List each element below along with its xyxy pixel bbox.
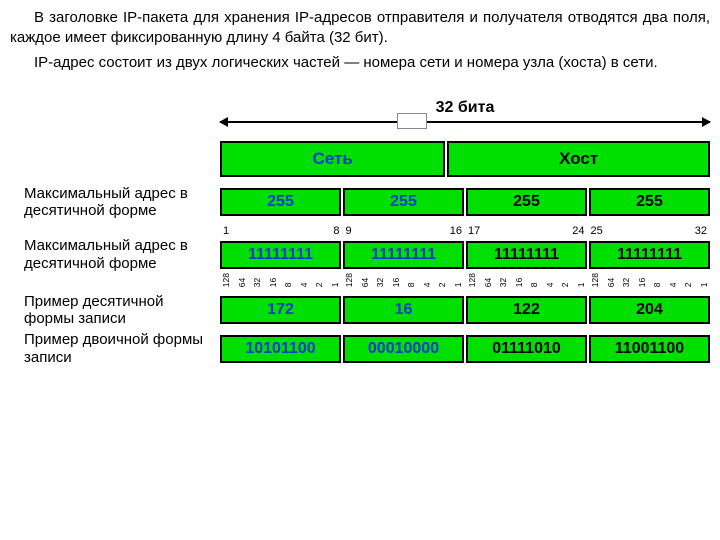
bit-weight: 1 [700, 273, 709, 287]
label-max-binary: Максимальный адрес в десятичной форме [10, 237, 220, 272]
bit-weight: 8 [653, 273, 662, 287]
bit-weight: 32 [499, 273, 508, 287]
br3a: 25 [591, 225, 603, 237]
br0a: 1 [223, 225, 229, 237]
bit-ranges: 1 8 9 16 17 24 25 32 [220, 225, 710, 237]
bit-weight: 128 [222, 273, 231, 287]
br1a: 9 [346, 225, 352, 237]
row-example-decimal: Пример десятичной формы записи 172 16 12… [10, 293, 710, 328]
exdec-0: 172 [220, 296, 341, 324]
row-example-binary: Пример двоичной формы записи 10101100 00… [10, 331, 710, 366]
bit-weight: 16 [515, 273, 524, 287]
br1b: 16 [450, 225, 462, 237]
paragraph-2: IP-адрес состоит из двух логических част… [10, 53, 710, 73]
exbin-1: 00010000 [343, 335, 464, 363]
bit-weight: 64 [361, 273, 370, 287]
bit-weight: 16 [638, 273, 647, 287]
bit-weight: 32 [376, 273, 385, 287]
br3b: 32 [695, 225, 707, 237]
bit-weight: 4 [546, 273, 555, 287]
bw3: 128 64 32 16 8421 [589, 273, 710, 287]
bit-weight: 4 [300, 273, 309, 287]
maxbin-0: 11111111 [220, 241, 341, 269]
bit-weight: 128 [468, 273, 477, 287]
bw1: 128 64 32 16 8421 [343, 273, 464, 287]
bit-weight: 8 [530, 273, 539, 287]
bw2: 128 64 32 16 8421 [466, 273, 587, 287]
bits-label: 32 бита [430, 99, 501, 117]
exdec-2: 122 [466, 296, 587, 324]
bit-weight: 16 [392, 273, 401, 287]
maxdec-1: 255 [343, 188, 464, 216]
bw0: 128 64 32 16 8421 [220, 273, 341, 287]
bit-weight: 32 [253, 273, 262, 287]
bit-weight: 64 [484, 273, 493, 287]
br2a: 17 [468, 225, 480, 237]
row-max-decimal: Максимальный адрес в десятичной форме 25… [10, 185, 710, 220]
maxbin-3: 11111111 [589, 241, 710, 269]
bit-weight: 2 [438, 273, 447, 287]
exdec-3: 204 [589, 296, 710, 324]
exbin-0: 10101100 [220, 335, 341, 363]
maxdec-2: 255 [466, 188, 587, 216]
bit-weight: 64 [607, 273, 616, 287]
maxbin-2: 11111111 [466, 241, 587, 269]
bits-arrow [220, 121, 710, 123]
bit-weight: 32 [622, 273, 631, 287]
bit-weight: 8 [284, 273, 293, 287]
br2b: 24 [572, 225, 584, 237]
bit-weight: 2 [315, 273, 324, 287]
bit-weight: 4 [423, 273, 432, 287]
exbin-3: 11001100 [589, 335, 710, 363]
exdec-1: 16 [343, 296, 464, 324]
label-example-binary: Пример двоичной формы записи [10, 331, 220, 366]
label-example-decimal: Пример десятичной формы записи [10, 293, 220, 328]
ip-address-diagram: 32 бита Сеть Хост Максимальный адрес в д… [10, 103, 710, 366]
bits-width-indicator: 32 бита [220, 103, 710, 137]
bit-weight: 1 [331, 273, 340, 287]
label-max-decimal: Максимальный адрес в десятичной форме [10, 185, 220, 220]
header-host: Хост [447, 141, 710, 177]
bit-weight: 128 [345, 273, 354, 287]
bit-weight: 16 [269, 273, 278, 287]
exbin-2: 01111010 [466, 335, 587, 363]
header-net: Сеть [220, 141, 445, 177]
maxdec-3: 255 [589, 188, 710, 216]
bit-weight: 8 [407, 273, 416, 287]
maxbin-1: 11111111 [343, 241, 464, 269]
bit-weight: 2 [561, 273, 570, 287]
header-row: Сеть Хост [10, 141, 710, 177]
bit-weight: 1 [454, 273, 463, 287]
bit-weight: 64 [238, 273, 247, 287]
bit-weight: 2 [684, 273, 693, 287]
paragraph-1: В заголовке IP-пакета для хранения IP-ад… [10, 8, 710, 49]
bits-midpoint-marker [397, 113, 427, 129]
maxdec-0: 255 [220, 188, 341, 216]
bit-weights: 1286432168421 1286432168421 128643216842… [220, 273, 710, 287]
row-max-binary: Максимальный адрес в десятичной форме 11… [10, 237, 710, 272]
bit-weight: 4 [669, 273, 678, 287]
bit-weight: 128 [591, 273, 600, 287]
br0b: 8 [333, 225, 339, 237]
bit-weight: 1 [577, 273, 586, 287]
